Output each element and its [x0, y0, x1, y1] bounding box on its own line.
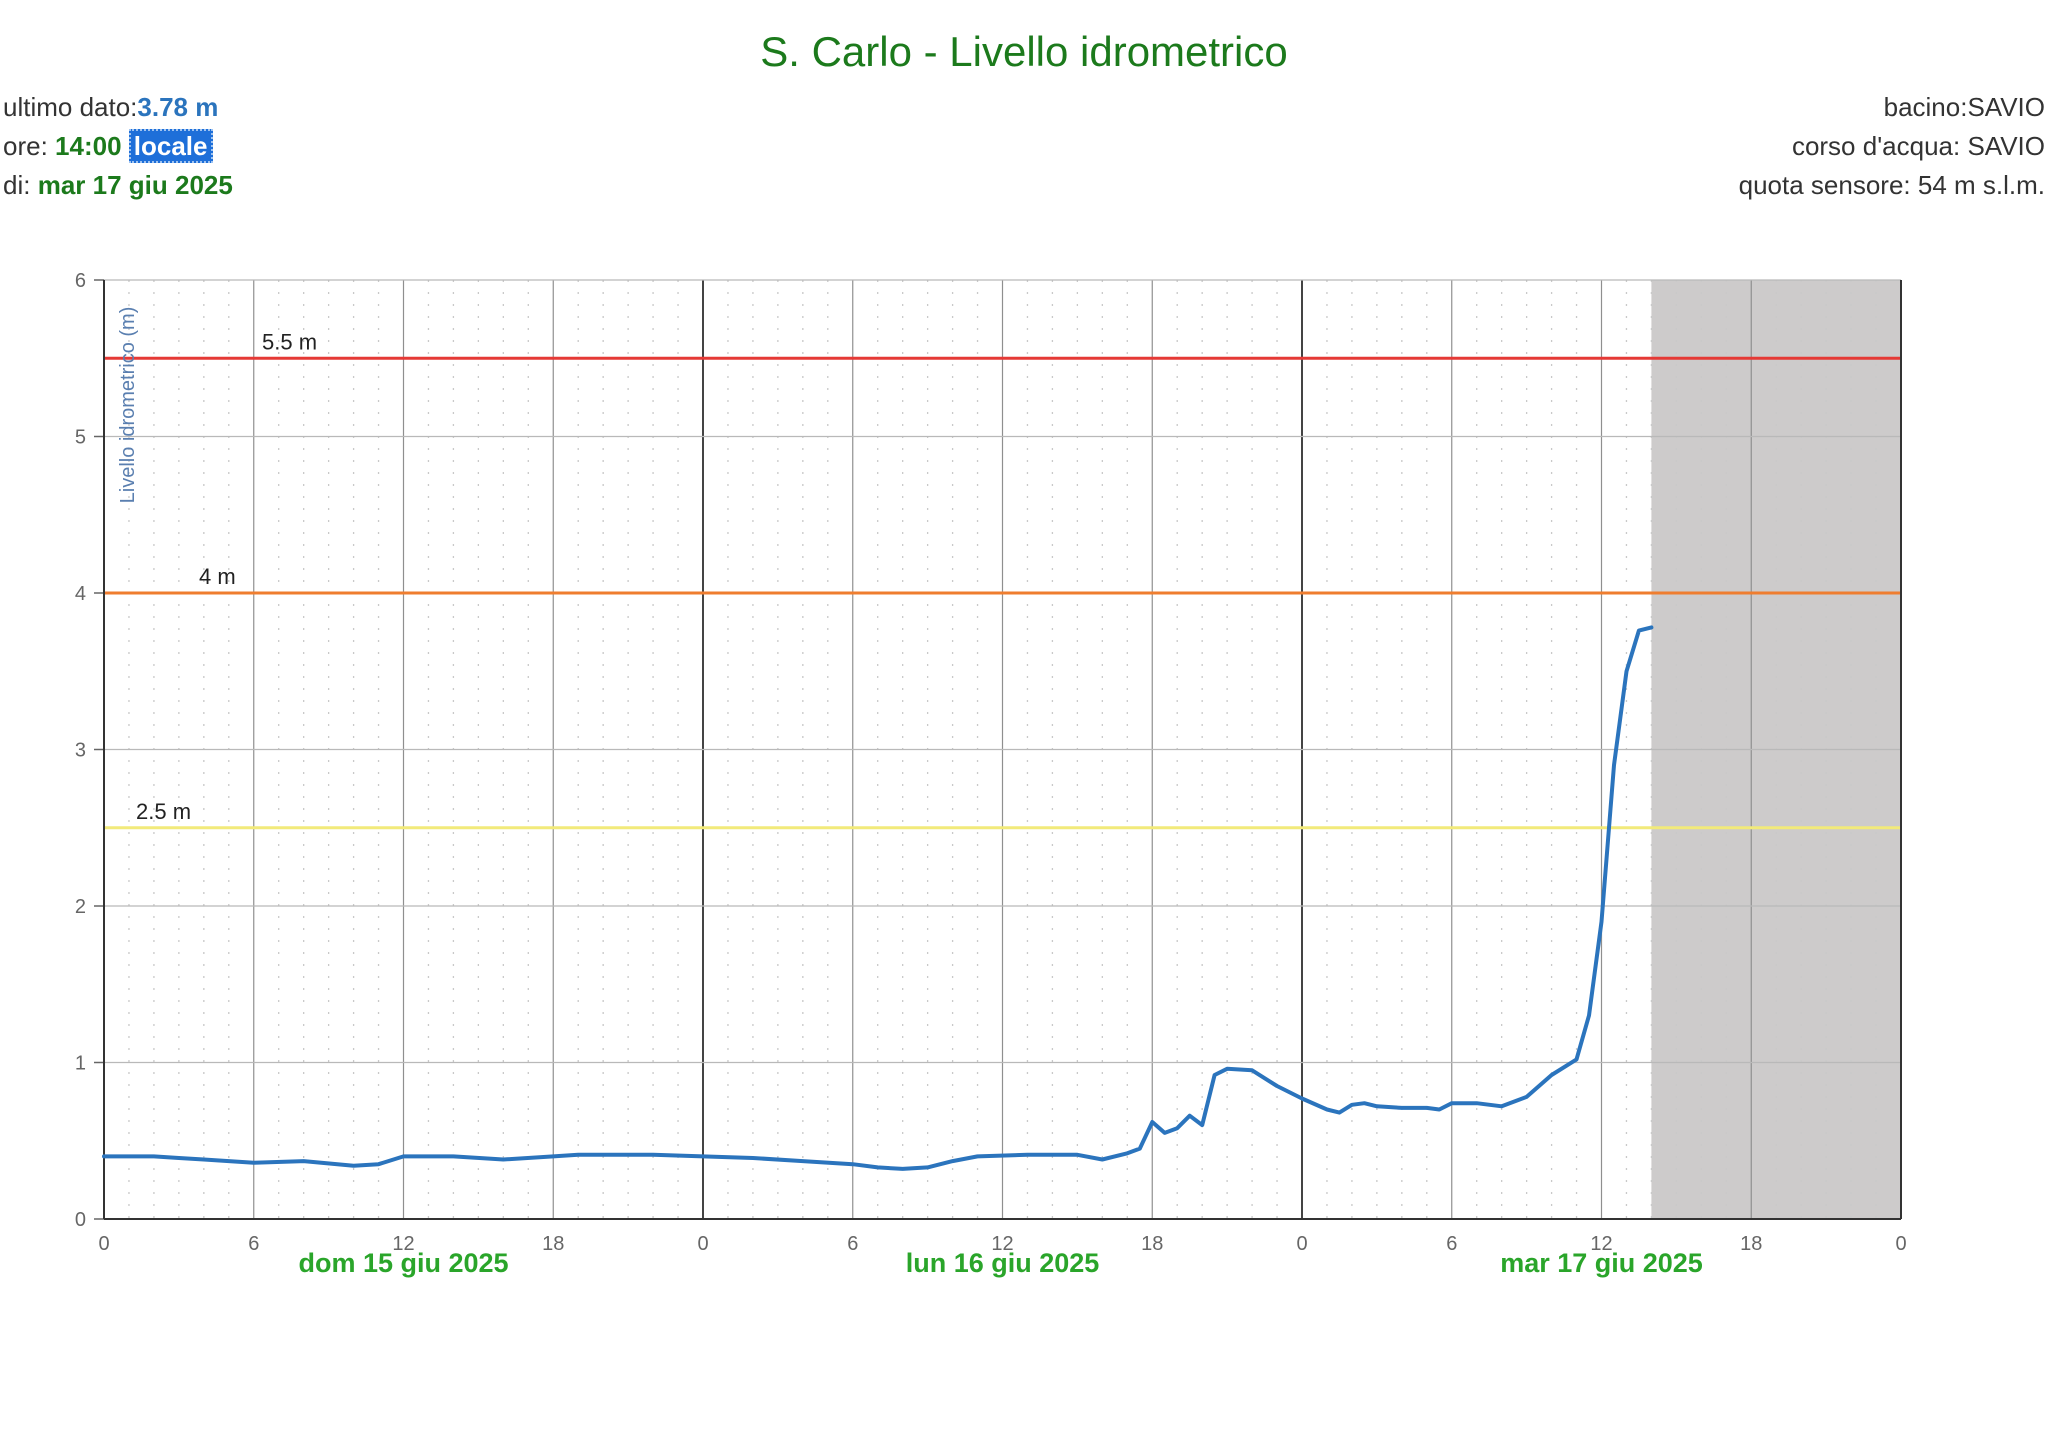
basin-info: bacino:SAVIO: [1883, 92, 2045, 122]
x-tick-label: 6: [248, 1233, 259, 1255]
y-tick-label: 5: [75, 427, 86, 449]
latest-date-line: di: mar 17 giu 2025: [3, 166, 233, 205]
latest-value-label: ultimo dato:: [3, 92, 138, 122]
x-tick-label: 0: [1895, 1233, 1906, 1255]
latest-time-label: ore:: [3, 131, 48, 161]
threshold-label: 2.5 m: [136, 799, 191, 824]
x-tick-label: 12: [1590, 1233, 1612, 1255]
date-label: lun 16 giu 2025: [906, 1248, 1100, 1278]
local-time-badge[interactable]: locale: [128, 129, 213, 163]
y-tick-label: 2: [75, 896, 86, 918]
x-tick-label: 6: [847, 1233, 858, 1255]
y-tick-label: 0: [75, 1209, 86, 1231]
latest-date-label: di:: [3, 170, 31, 200]
x-tick-label: 18: [1141, 1233, 1163, 1255]
latest-time-line: ore: 14:00 locale: [3, 127, 233, 166]
x-tick-label: 12: [392, 1233, 414, 1255]
sensor-elevation-info: quota sensore: 54 m s.l.m.: [1738, 170, 2045, 200]
x-tick-label: 6: [1446, 1233, 1457, 1255]
y-tick-label: 4: [75, 583, 86, 605]
threshold-label: 4 m: [199, 564, 236, 589]
latest-date: mar 17 giu 2025: [37, 170, 233, 200]
latest-time: 14:00: [55, 131, 122, 161]
x-tick-label: 18: [1740, 1233, 1762, 1255]
river-info: corso d'acqua: SAVIO: [1791, 131, 2045, 161]
chart-title: S. Carlo - Livello idrometrico: [760, 28, 1288, 75]
latest-value: 3.78 m: [137, 92, 219, 122]
x-tick-label: 0: [98, 1233, 109, 1255]
date-label: dom 15 giu 2025: [298, 1248, 508, 1278]
threshold-label: 5.5 m: [262, 329, 317, 354]
latest-value-line: ultimo dato:3.78 m: [3, 88, 233, 127]
x-tick-label: 0: [1296, 1233, 1307, 1255]
x-tick-label: 18: [542, 1233, 564, 1255]
y-tick-label: 6: [75, 270, 86, 292]
y-tick-label: 3: [75, 740, 86, 762]
station-info-panel: bacino:SAVIO corso d'acqua: SAVIO quota …: [1739, 88, 2045, 205]
water-level-line: [102, 625, 1654, 1171]
y-tick-label: 1: [75, 1053, 86, 1075]
x-tick-label: 0: [697, 1233, 708, 1255]
y-axis-label: Livello idrometrico (m): [117, 307, 139, 504]
x-tick-label: 12: [991, 1233, 1013, 1255]
latest-reading-panel: ultimo dato:3.78 m ore: 14:00 locale di:…: [3, 88, 233, 205]
date-label: mar 17 giu 2025: [1500, 1248, 1703, 1278]
